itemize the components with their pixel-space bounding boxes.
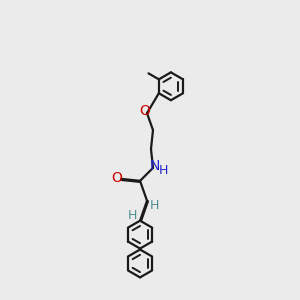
- Text: H: H: [150, 199, 159, 212]
- Text: O: O: [140, 104, 151, 118]
- Text: N: N: [149, 159, 160, 173]
- Text: O: O: [111, 171, 122, 185]
- Text: H: H: [159, 164, 168, 177]
- Text: H: H: [128, 209, 137, 222]
